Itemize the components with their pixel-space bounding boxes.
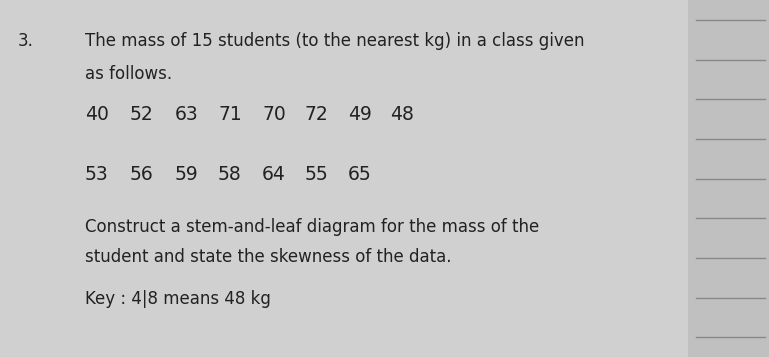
Text: 71: 71 xyxy=(218,105,241,124)
Text: 72: 72 xyxy=(305,105,329,124)
Text: 56: 56 xyxy=(130,165,154,184)
Text: 3.: 3. xyxy=(18,32,34,50)
Text: 40: 40 xyxy=(85,105,109,124)
Text: Construct a stem-and-leaf diagram for the mass of the: Construct a stem-and-leaf diagram for th… xyxy=(85,218,539,236)
Text: as follows.: as follows. xyxy=(85,65,172,83)
Text: Key : 4|8 means 48 kg: Key : 4|8 means 48 kg xyxy=(85,290,271,308)
Text: 59: 59 xyxy=(175,165,198,184)
Text: 53: 53 xyxy=(85,165,108,184)
Text: student and state the skewness of the data.: student and state the skewness of the da… xyxy=(85,248,451,266)
Text: 64: 64 xyxy=(262,165,286,184)
Text: 65: 65 xyxy=(348,165,371,184)
Text: The mass of 15 students (to the nearest kg) in a class given: The mass of 15 students (to the nearest … xyxy=(85,32,584,50)
Text: 52: 52 xyxy=(130,105,154,124)
Text: 49: 49 xyxy=(348,105,372,124)
Text: 55: 55 xyxy=(305,165,329,184)
Text: 70: 70 xyxy=(262,105,286,124)
Text: 58: 58 xyxy=(218,165,241,184)
Text: 63: 63 xyxy=(175,105,198,124)
Text: 48: 48 xyxy=(390,105,414,124)
